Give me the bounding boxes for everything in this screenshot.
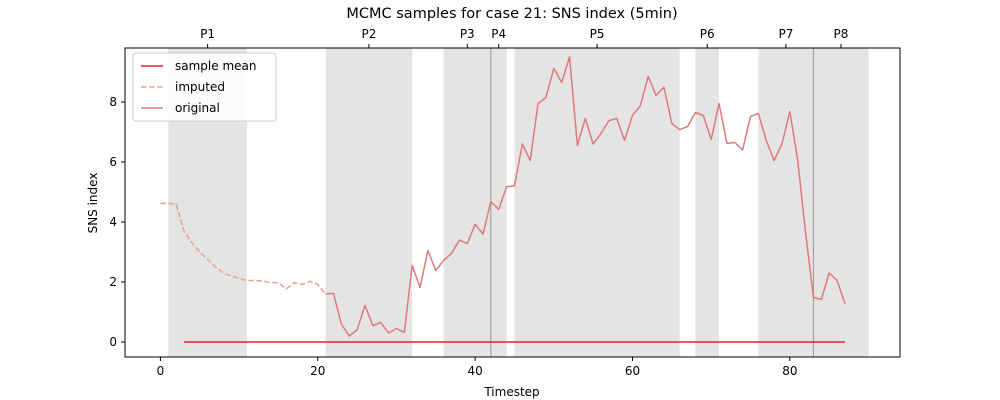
phase-label-p7: P7 bbox=[778, 27, 793, 41]
phase-label-p5: P5 bbox=[590, 27, 605, 41]
phase-span-p4 bbox=[490, 48, 507, 357]
series-line-original bbox=[325, 56, 846, 337]
x-tick-label: 80 bbox=[782, 364, 797, 378]
x-axis: 0 20 40 60 80 bbox=[157, 357, 797, 378]
x-axis-label: Timestep bbox=[483, 385, 539, 399]
y-tick-label: 8 bbox=[109, 95, 117, 109]
x-tick-label: 20 bbox=[310, 364, 325, 378]
phase-label-p2: P2 bbox=[361, 27, 376, 41]
phase-label-p3: P3 bbox=[460, 27, 475, 41]
series-lines bbox=[160, 56, 846, 343]
y-axis-label: SNS index bbox=[86, 173, 100, 234]
x-tick-label: 40 bbox=[467, 364, 482, 378]
y-tick-label: 0 bbox=[109, 335, 117, 349]
legend-label-imputed: imputed bbox=[175, 80, 225, 94]
y-tick-label: 2 bbox=[109, 275, 117, 289]
x-tick-label: 60 bbox=[625, 364, 640, 378]
phase-span-p2 bbox=[325, 48, 413, 357]
phase-label-p1: P1 bbox=[200, 27, 215, 41]
phase-label-p6: P6 bbox=[700, 27, 715, 41]
phase-span-p7 bbox=[758, 48, 814, 357]
y-tick-label: 6 bbox=[109, 155, 117, 169]
y-tick-label: 4 bbox=[109, 215, 117, 229]
x-tick-label: 0 bbox=[157, 364, 165, 378]
chart-title: MCMC samples for case 21: SNS index (5mi… bbox=[346, 6, 677, 22]
phase-span-p3 bbox=[443, 48, 491, 357]
legend-label-original: original bbox=[175, 101, 220, 115]
phase-label-p8: P8 bbox=[834, 27, 849, 41]
phase-span-p5 bbox=[514, 48, 680, 357]
phase-label-p4: P4 bbox=[491, 27, 506, 41]
phase-labels: P1 P2 P3 P4 P5 P6 P7 P8 bbox=[200, 27, 848, 48]
legend-box bbox=[132, 52, 277, 122]
phase-span-p6 bbox=[695, 48, 720, 357]
legend: sample mean imputed original bbox=[132, 52, 277, 122]
plot-frame bbox=[124, 47, 901, 358]
series-line-imputed bbox=[160, 202, 327, 295]
y-axis: 0 2 4 6 8 bbox=[109, 95, 125, 349]
phase-span-p8 bbox=[813, 48, 869, 357]
legend-label-sample-mean: sample mean bbox=[175, 59, 256, 73]
